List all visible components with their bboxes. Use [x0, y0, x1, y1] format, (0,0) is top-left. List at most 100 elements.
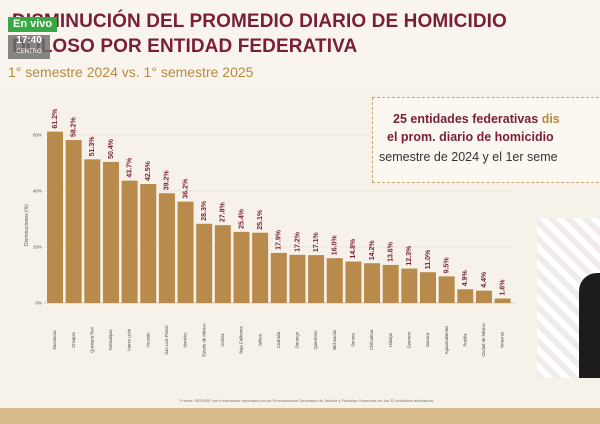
- page-title-line-1: DISMINUCIÓN DEL PROMEDIO DIARIO DE HOMIC…: [12, 11, 507, 32]
- bar: [252, 232, 269, 303]
- bar: [401, 268, 418, 303]
- data-label: 13.6%: [388, 241, 395, 262]
- x-tick-label: Michoacán: [332, 329, 337, 350]
- x-tick-label: Chihuahua: [369, 329, 374, 350]
- data-label: 14.2%: [369, 240, 376, 261]
- bar: [196, 223, 213, 303]
- sign-language-interpreter-inset: [537, 218, 600, 378]
- data-label: 25.1%: [257, 209, 264, 230]
- bar: [494, 298, 511, 303]
- bar: [345, 261, 362, 303]
- data-label: 50.4%: [108, 138, 115, 159]
- x-tick-label: Jalisco: [257, 333, 262, 346]
- data-label: 17.9%: [276, 229, 283, 250]
- bar: [47, 131, 63, 303]
- callout-line-2-text: el prom. diario de homicidio: [387, 130, 554, 144]
- x-tick-label: Aguascalientes: [444, 326, 449, 354]
- bar: [102, 161, 119, 303]
- x-tick-label: Oaxaca: [425, 332, 430, 347]
- data-label: 51.3%: [89, 136, 96, 157]
- data-label: 17.1%: [313, 231, 320, 252]
- x-tick-label: Durango: [295, 331, 300, 348]
- data-label: 61.2%: [52, 108, 59, 129]
- bar: [214, 225, 231, 303]
- data-label: 25.4%: [238, 208, 245, 229]
- x-tick-label: Tamaulipas: [108, 329, 113, 350]
- interpreter-figure: [579, 273, 600, 378]
- bar: [420, 272, 436, 303]
- bar: [140, 184, 157, 303]
- bar: [475, 290, 492, 303]
- page-subtitle: 1° semestre 2024 vs. 1° semestre 2025: [8, 64, 254, 80]
- x-tick-label: Puebla: [462, 333, 467, 347]
- x-tick-label: Querétaro: [313, 330, 318, 350]
- x-tick-label: Chiapas: [71, 332, 76, 347]
- bar: [308, 255, 325, 303]
- data-label: 16.0%: [332, 235, 339, 256]
- x-tick-label: Quintana Roo: [89, 326, 94, 353]
- callout-box: 25 entidades federativas dis el prom. di…: [372, 97, 600, 183]
- y-tick-label: 20%: [33, 245, 42, 250]
- bar: [364, 263, 381, 303]
- x-tick-label: Ciudad de México: [481, 323, 486, 357]
- x-tick-label: Estado de México: [201, 323, 206, 357]
- source-note: Fuente: SESNSP con información reportada…: [180, 398, 434, 403]
- x-tick-label: Guerrero: [406, 331, 411, 348]
- y-tick-label: 0%: [35, 301, 42, 306]
- x-tick-label: Yucatán: [145, 332, 150, 348]
- data-label: 28.3%: [201, 200, 208, 221]
- data-label: 27.8%: [220, 202, 227, 223]
- bar: [382, 264, 399, 303]
- data-label: 4.4%: [481, 271, 488, 288]
- time-zone: CENTRO: [16, 49, 42, 55]
- time-badge: 17:40 CENTRO: [8, 35, 50, 59]
- x-tick-label: Hidalgo: [388, 332, 393, 347]
- x-tick-label: Sonora: [351, 333, 356, 347]
- data-label: 9.5%: [443, 257, 450, 274]
- callout-line-2: el prom. diario de homicidio: [387, 130, 554, 144]
- bar: [438, 276, 455, 303]
- data-label: 4.9%: [462, 270, 469, 287]
- callout-line-1-text: 25 entidades federativas: [393, 112, 542, 126]
- x-tick-label: Coahuila: [276, 331, 281, 348]
- bar: [270, 252, 287, 303]
- callout-line-1-highlight: dis: [541, 112, 560, 126]
- data-label: 12.3%: [406, 245, 413, 266]
- x-tick-label: Colima: [220, 333, 225, 347]
- bar: [457, 289, 474, 303]
- page-title-line-2: DOLOSO POR ENTIDAD FEDERATIVA: [12, 36, 358, 57]
- x-tick-label: Baja California: [239, 326, 244, 354]
- bar: [158, 193, 175, 303]
- callout-line-3: semestre de 2024 y el 1er seme: [379, 150, 558, 164]
- bottom-bar: [0, 408, 600, 424]
- x-tick-label: Veracruz: [500, 332, 505, 349]
- bar: [233, 231, 250, 303]
- bar: [177, 201, 194, 303]
- bar: [84, 159, 101, 303]
- y-axis-label: Disminuciones (%): [24, 204, 30, 246]
- data-label: 43.7%: [126, 157, 133, 178]
- data-label: 1.6%: [499, 279, 506, 296]
- y-tick-label: 40%: [33, 189, 42, 194]
- time-value: 17:40: [16, 35, 42, 46]
- data-label: 42.5%: [145, 160, 152, 181]
- data-label: 58.2%: [70, 116, 77, 137]
- bar: [121, 180, 138, 303]
- x-tick-label: Nuevo León: [127, 328, 132, 351]
- bar: [326, 258, 343, 303]
- x-tick-label: San Luis Potosí: [164, 325, 169, 355]
- data-label: 17.2%: [294, 231, 301, 252]
- live-badge: En vivo: [8, 17, 58, 32]
- header-background: [0, 0, 600, 86]
- data-label: 36.2%: [182, 178, 189, 199]
- data-label: 14.8%: [350, 238, 357, 259]
- data-label: 39.2%: [164, 170, 171, 191]
- x-tick-label: Zacatecas: [52, 330, 57, 349]
- y-tick-label: 60%: [33, 133, 42, 138]
- bar: [65, 140, 82, 303]
- x-tick-label: Morelos: [183, 333, 188, 348]
- bar: [289, 254, 306, 303]
- callout-line-1: 25 entidades federativas dis: [393, 112, 560, 126]
- data-label: 11.0%: [425, 249, 432, 269]
